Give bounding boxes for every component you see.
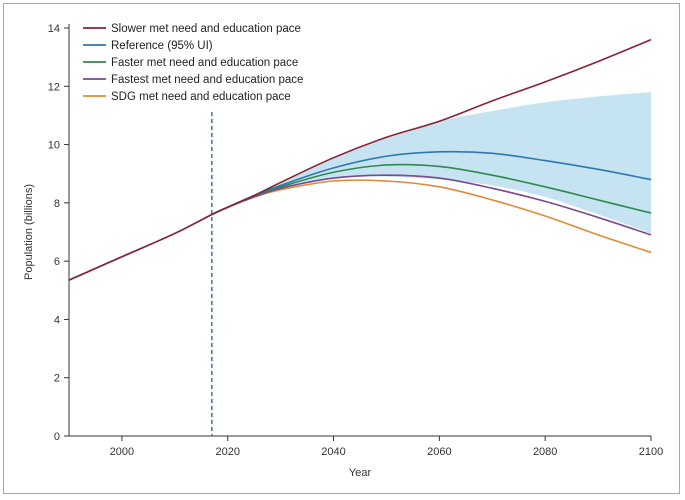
y-tick-label: 0 bbox=[54, 431, 60, 443]
y-tick-label: 12 bbox=[48, 81, 60, 93]
y-tick-label: 14 bbox=[48, 23, 60, 35]
x-tick-label: 2000 bbox=[110, 446, 134, 458]
legend-label: Fastest met need and education pace bbox=[111, 74, 303, 86]
x-tick-label: 2020 bbox=[215, 446, 239, 458]
ticks-layer: 0 2 4 6 8 10 12 14 2000 2020 2040 2060 2080 2100 bbox=[48, 23, 663, 458]
y-tick-label: 10 bbox=[48, 140, 60, 152]
x-tick-label: 2040 bbox=[321, 446, 345, 458]
legend-label: Reference (95% UI) bbox=[111, 40, 213, 52]
y-tick-label: 4 bbox=[54, 314, 60, 326]
axes-layer bbox=[68, 24, 651, 437]
figure-frame bbox=[3, 3, 680, 494]
y-tick-label: 8 bbox=[54, 198, 60, 210]
legend-label: Slower met need and education pace bbox=[111, 23, 301, 35]
legend: Slower met need and education pace Refere… bbox=[83, 23, 303, 103]
y-tick-label: 2 bbox=[54, 373, 60, 385]
series-layer bbox=[68, 38, 652, 281]
y-tick-label: 6 bbox=[54, 256, 60, 268]
legend-label: Faster met need and education pace bbox=[111, 57, 298, 69]
y-axis-title: Population (billions) bbox=[23, 184, 35, 280]
x-tick-label: 2060 bbox=[427, 446, 451, 458]
x-axis-title: Year bbox=[349, 467, 372, 479]
reference-uncertainty-band bbox=[211, 92, 651, 234]
x-tick-label: 2080 bbox=[533, 446, 557, 458]
series-line-slower-met-need-and-education-pace bbox=[68, 38, 652, 281]
legend-label: SDG met need and education pace bbox=[111, 91, 291, 103]
uncertainty-band-layer bbox=[211, 92, 651, 234]
x-tick-label: 2100 bbox=[639, 446, 663, 458]
